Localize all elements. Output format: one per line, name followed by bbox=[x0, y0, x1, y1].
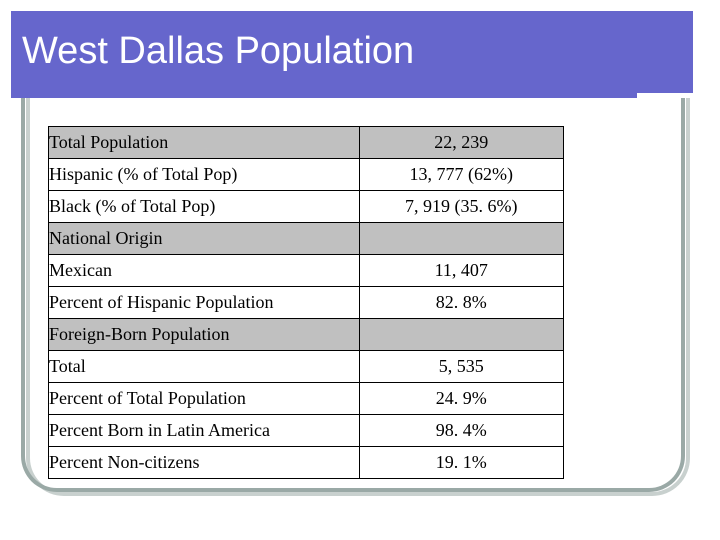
table-row: Hispanic (% of Total Pop) 13, 777 (62%) bbox=[48, 158, 565, 191]
table-row: Mexican 11, 407 bbox=[48, 254, 565, 287]
content-frame bbox=[21, 98, 685, 492]
row-label: Hispanic (% of Total Pop) bbox=[48, 158, 360, 191]
table-row: Percent of Hispanic Population 82. 8% bbox=[48, 286, 565, 319]
frame-shadow bbox=[26, 98, 690, 496]
table-section-foreign-born: Foreign-Born Population bbox=[48, 318, 565, 351]
table-row: Percent Non-citizens 19. 1% bbox=[48, 446, 565, 479]
row-value: 7, 919 (35. 6%) bbox=[358, 190, 565, 223]
row-value: 13, 777 (62%) bbox=[358, 158, 565, 191]
row-label: Percent Born in Latin America bbox=[48, 414, 360, 447]
row-value: 22, 239 bbox=[358, 126, 565, 159]
section-label: National Origin bbox=[48, 222, 360, 255]
population-table: Total Population 22, 239 Hispanic (% of … bbox=[48, 126, 565, 479]
row-value: 24. 9% bbox=[358, 382, 565, 415]
row-label: Total bbox=[48, 350, 360, 383]
row-value: 82. 8% bbox=[358, 286, 565, 319]
table-row-total-population: Total Population 22, 239 bbox=[48, 126, 565, 159]
slide-title: West Dallas Population bbox=[22, 30, 415, 72]
table-section-national-origin: National Origin bbox=[48, 222, 565, 255]
table-row: Total 5, 535 bbox=[48, 350, 565, 383]
section-label: Foreign-Born Population bbox=[48, 318, 360, 351]
title-bar bbox=[11, 11, 693, 93]
title-bar-accent bbox=[636, 11, 693, 93]
row-label: Percent of Hispanic Population bbox=[48, 286, 360, 319]
row-value: 5, 535 bbox=[358, 350, 565, 383]
row-label: Percent of Total Population bbox=[48, 382, 360, 415]
row-value: 19. 1% bbox=[358, 446, 565, 479]
row-value: 11, 407 bbox=[358, 254, 565, 287]
row-label: Percent Non-citizens bbox=[48, 446, 360, 479]
table-row: Percent of Total Population 24. 9% bbox=[48, 382, 565, 415]
row-label: Mexican bbox=[48, 254, 360, 287]
section-value bbox=[358, 318, 565, 351]
table-row: Black (% of Total Pop) 7, 919 (35. 6%) bbox=[48, 190, 565, 223]
row-label: Total Population bbox=[48, 126, 360, 159]
table-row: Percent Born in Latin America 98. 4% bbox=[48, 414, 565, 447]
section-value bbox=[358, 222, 565, 255]
row-label: Black (% of Total Pop) bbox=[48, 190, 360, 223]
row-value: 98. 4% bbox=[358, 414, 565, 447]
title-underline bbox=[11, 92, 637, 98]
